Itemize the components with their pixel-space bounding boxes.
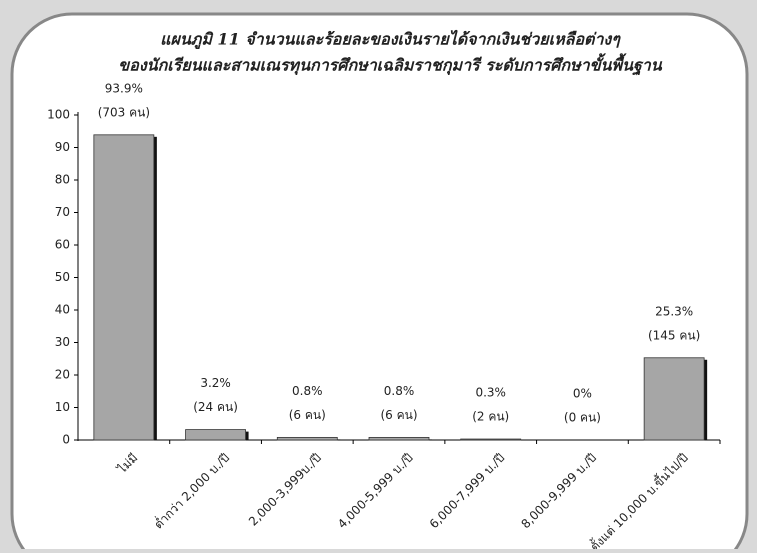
value-label: 0% (573, 387, 592, 401)
bar (93, 134, 155, 441)
panel (10, 12, 749, 553)
bar (368, 436, 430, 441)
count-label: (6 คน) (380, 408, 417, 422)
count-label: (145 คน) (648, 328, 700, 342)
bar (643, 357, 705, 441)
chart-title: แผนภูมิ 11 จำนวนและร้อยละของเงินรายได้จา… (160, 30, 621, 50)
y-tick-label: 80 (55, 173, 70, 187)
value-label: 0.8% (384, 384, 415, 398)
y-tick-label: 40 (55, 303, 70, 317)
value-label: 3.2% (200, 376, 231, 390)
count-label: (703 คน) (98, 105, 150, 119)
y-tick-label: 30 (55, 335, 70, 349)
count-label: (6 คน) (289, 408, 326, 422)
value-label: 0.8% (292, 384, 323, 398)
value-label: 93.9% (105, 81, 143, 95)
value-label: 25.3% (655, 304, 693, 318)
count-label: (0 คน) (564, 411, 601, 425)
count-label: (2 คน) (472, 410, 509, 424)
bar (460, 438, 522, 441)
y-tick-label: 10 (55, 400, 70, 414)
chart-subtitle: ของนักเรียนและสามเณรทุนการศึกษาเฉลิมราชก… (118, 53, 662, 77)
y-tick-label: 100 (47, 108, 70, 122)
count-label: (24 คน) (193, 400, 238, 414)
y-tick-label: 0 (62, 433, 70, 447)
y-tick-label: 20 (55, 368, 70, 382)
bar (276, 436, 338, 441)
y-tick-label: 50 (55, 270, 70, 284)
y-tick-label: 70 (55, 205, 70, 219)
y-tick-label: 90 (55, 140, 70, 154)
value-label: 0.3% (475, 386, 506, 400)
y-tick-label: 60 (55, 238, 70, 252)
bar (185, 429, 246, 441)
